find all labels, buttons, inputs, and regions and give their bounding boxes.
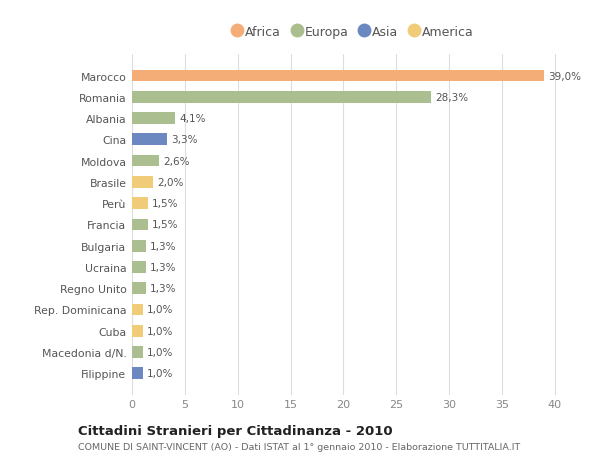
Text: 1,3%: 1,3% <box>150 263 176 272</box>
Text: 1,3%: 1,3% <box>150 241 176 251</box>
Bar <box>132 177 153 188</box>
Text: 2,6%: 2,6% <box>164 156 190 166</box>
Text: 1,5%: 1,5% <box>152 199 179 209</box>
Text: 3,3%: 3,3% <box>171 135 197 145</box>
Legend: Africa, Europa, Asia, America: Africa, Europa, Asia, America <box>229 21 479 44</box>
Text: 1,0%: 1,0% <box>147 326 173 336</box>
Text: 2,0%: 2,0% <box>157 178 184 187</box>
Bar <box>132 347 143 358</box>
Text: 1,5%: 1,5% <box>152 220 179 230</box>
Text: 4,1%: 4,1% <box>179 114 206 124</box>
Text: Cittadini Stranieri per Cittadinanza - 2010: Cittadini Stranieri per Cittadinanza - 2… <box>78 424 392 437</box>
Bar <box>132 156 160 167</box>
Bar <box>132 92 431 103</box>
Bar <box>132 368 143 379</box>
Text: 1,0%: 1,0% <box>147 369 173 379</box>
Bar <box>132 283 146 294</box>
Text: COMUNE DI SAINT-VINCENT (AO) - Dati ISTAT al 1° gennaio 2010 - Elaborazione TUTT: COMUNE DI SAINT-VINCENT (AO) - Dati ISTA… <box>78 442 520 451</box>
Bar <box>132 71 544 82</box>
Text: 28,3%: 28,3% <box>436 93 469 102</box>
Bar <box>132 241 146 252</box>
Bar <box>132 325 143 337</box>
Bar <box>132 113 175 125</box>
Bar <box>132 198 148 209</box>
Bar <box>132 134 167 146</box>
Bar <box>132 219 148 231</box>
Bar <box>132 262 146 273</box>
Text: 1,0%: 1,0% <box>147 347 173 357</box>
Bar <box>132 304 143 316</box>
Text: 39,0%: 39,0% <box>548 71 581 81</box>
Text: 1,0%: 1,0% <box>147 305 173 315</box>
Text: 1,3%: 1,3% <box>150 284 176 294</box>
